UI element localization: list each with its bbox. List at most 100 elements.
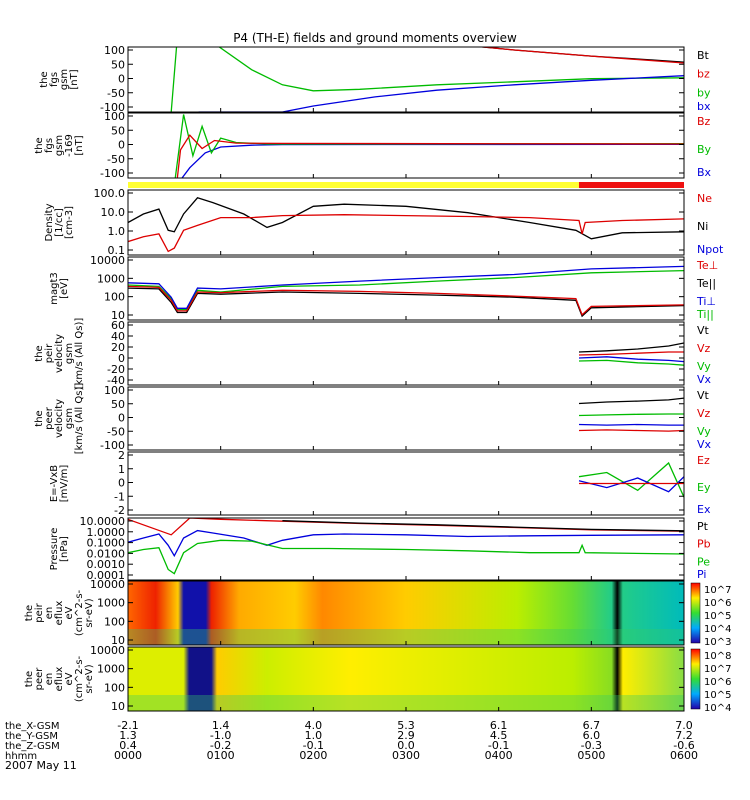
series-line-peer-Vx	[578, 423, 684, 426]
ephemeris-name: the_Y-GSM	[5, 731, 58, 742]
y-axis-label: sr-eV)	[84, 598, 95, 627]
legend-entry-Vx: Vx	[697, 373, 712, 386]
y-tick-label: 100	[104, 615, 125, 628]
ephemeris-value: 5.3	[397, 719, 415, 732]
y-tick-label: 10.0	[101, 206, 126, 219]
y-axis-label: velocity	[54, 399, 65, 438]
y-tick-label: 0	[118, 412, 125, 425]
y-axis-label: the	[34, 345, 45, 361]
x-tick-label: 0200	[299, 749, 327, 762]
y-axis-label: (cm^2-s-	[74, 589, 85, 636]
x-tick-label: 0400	[485, 749, 513, 762]
panel-frame	[127, 386, 685, 451]
y-tick-label: 50	[111, 124, 125, 137]
legend-entry-Pt: Pt	[697, 520, 709, 533]
legend-entry-Bt: Bt	[697, 49, 710, 62]
y-axis-label: peer	[44, 406, 55, 430]
legend-entry-Pe: Pe	[697, 555, 710, 568]
ephemeris-value: -1.0	[210, 729, 231, 742]
series-group-peir_velocity	[578, 342, 684, 366]
ephemeris-value: 4.5	[490, 729, 508, 742]
series-line-peer-Vz	[578, 429, 684, 432]
x-tick-label: 0000	[114, 749, 142, 762]
y-tick-label: -50	[107, 87, 125, 100]
series-line-fgs-bz	[476, 47, 684, 64]
legend-entry-bz: bz	[697, 68, 710, 81]
x-axis-labels: the_X-GSM -2.1 1.4 4.0 5.3 6.1 6.7 7.0 the_Y-GSM…	[5, 719, 698, 772]
series-line-pres-Pt	[282, 520, 684, 532]
colorbar-label: 10^8	[704, 651, 731, 662]
y-axis-label: sr-eV)	[84, 664, 95, 693]
series-line-fgst-By	[174, 114, 684, 178]
colorbar-peer_spec: 10^8 10^7 10^6 10^5 10^4	[690, 648, 731, 714]
legend-entry-bx: bx	[697, 100, 711, 113]
panel-density: 100.0 10.0 1.0 0.1 Density [1/cc] [cm-3] Ne Ni Np…	[44, 187, 724, 257]
series-group-temperature	[128, 265, 684, 318]
y-tick-label: 10	[111, 700, 125, 713]
spectrogram-peir_spec	[128, 581, 684, 645]
legend-entry-Npot: Npot	[697, 243, 724, 256]
legend-entry-Ti⊥: Ti⊥	[696, 295, 716, 308]
series-group-efield	[578, 461, 684, 498]
series-line-temp-Te-	[128, 285, 684, 316]
ephemeris-value: -0.3	[581, 739, 602, 752]
series-line-peer-Vy	[578, 413, 684, 417]
ephemeris-value: 4.0	[305, 719, 323, 732]
legend-entry-Ti||: Ti||	[696, 308, 714, 321]
y-tick-label: 10.0000	[80, 515, 126, 528]
y-axis-label: [nT]	[69, 69, 80, 89]
colorbar-label: 10^6	[704, 677, 731, 688]
ephemeris-value: -0.1	[488, 739, 509, 752]
panel-peir_spec: 10^7 10^6 10^5 10^4 10^3 10000 1000 100 10 the pei…	[24, 578, 731, 648]
y-axis-label: velocity	[54, 334, 65, 373]
spectrogram-low-band	[128, 695, 684, 711]
y-tick-label: 0	[118, 477, 125, 490]
colorbar-label: 10^3	[704, 637, 731, 648]
y-tick-label: 0.0001	[87, 569, 126, 582]
legend-entry-Pi: Pi	[697, 568, 706, 581]
y-tick-label: 100	[104, 384, 125, 397]
y-tick-label: 2	[118, 449, 125, 462]
y-tick-label: -50	[107, 425, 125, 438]
y-axis-label: peir	[34, 602, 45, 622]
y-axis-label: peer	[34, 667, 45, 691]
y-axis-label: [1/cc]	[54, 208, 65, 237]
y-axis-label: peir	[44, 343, 55, 363]
legend-entry-Ne: Ne	[697, 192, 712, 205]
y-tick-label: -40	[107, 374, 125, 387]
y-axis-label: the	[24, 605, 35, 621]
series-line-peir-Vy	[578, 359, 684, 366]
x-tick-label: 0600	[670, 749, 698, 762]
ephemeris-value: -0.2	[210, 739, 231, 752]
date-label: 2007 May 11	[5, 759, 77, 772]
ephemeris-value: 1.0	[305, 729, 323, 742]
y-tick-label: 0.0010	[87, 558, 126, 571]
y-tick-label: 0.1	[108, 244, 126, 257]
series-line-density-Ne	[128, 214, 684, 253]
y-axis-label: gsm	[54, 135, 65, 156]
legend-entry-Te⊥: Te⊥	[696, 259, 718, 272]
y-axis-label: the	[34, 137, 45, 153]
y-axis-label: the	[39, 71, 50, 87]
y-axis-label: [eV]	[59, 278, 70, 299]
series-line-ef-Ex	[578, 476, 684, 493]
mode-bar-segment-0	[128, 182, 579, 188]
y-axis-label: the	[24, 671, 35, 687]
y-tick-label: 60	[111, 319, 125, 332]
colorbar-label: 10^4	[704, 703, 731, 714]
panel-frame	[127, 189, 685, 256]
y-axis-label: [cm-3]	[64, 206, 75, 239]
x-tick-label: 0100	[207, 749, 235, 762]
colorbar-label: 10^6	[704, 598, 731, 609]
y-axis-label: fgs	[49, 72, 60, 87]
y-axis-label: Pressure	[49, 528, 60, 571]
spectrogram-fill	[128, 581, 684, 645]
y-axis-label: [nT]	[74, 135, 85, 155]
y-axis-label: magt3	[49, 272, 60, 305]
chart-title: P4 (TH-E) fields and ground moments over…	[233, 31, 517, 45]
y-tick-label: 1000	[97, 663, 125, 676]
